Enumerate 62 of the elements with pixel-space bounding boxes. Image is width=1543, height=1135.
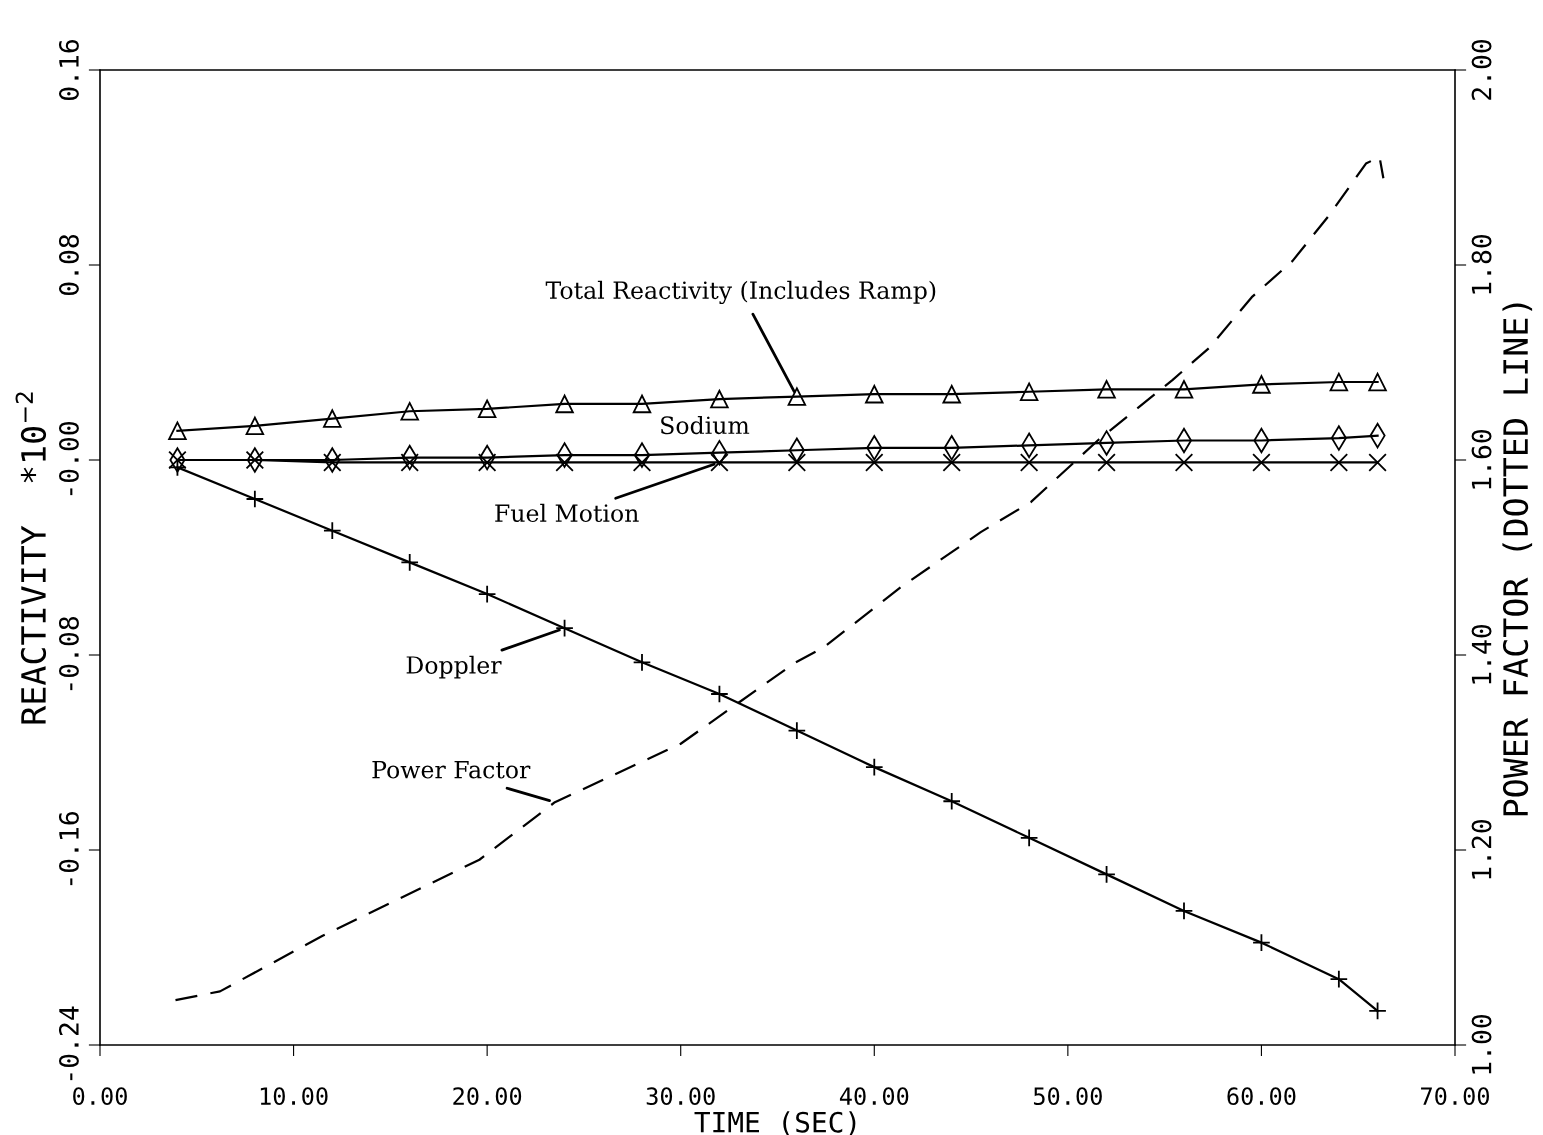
- y-tick-label: -0.24: [58, 1006, 79, 1081]
- point: [942, 453, 961, 472]
- point: [323, 453, 342, 472]
- x-tick-label: 30.00: [646, 1087, 715, 1106]
- y-tick-label: -0.16: [58, 811, 79, 886]
- x-tick-label: 20.00: [453, 1087, 522, 1106]
- point: [942, 792, 961, 811]
- text: Total Reactivity (Includes Ramp): [545, 280, 936, 305]
- point: [1368, 453, 1387, 472]
- point: [477, 453, 497, 472]
- x-tick-label: 10.00: [260, 1087, 328, 1106]
- point: [1252, 375, 1271, 394]
- y2-tick-label: 1.00: [1471, 1014, 1492, 1074]
- x-tick-label: 50.00: [1033, 1087, 1102, 1106]
- y2-tick-label: 2.00: [1471, 39, 1492, 100]
- y-tick-label: -0.00: [58, 421, 79, 496]
- y-axis-title: REACTIVITY *10$^{−2}$: [15, 392, 47, 724]
- point: [400, 453, 419, 472]
- point: [1174, 380, 1194, 399]
- point: [1252, 453, 1271, 472]
- x-tick-label: 60.00: [1227, 1087, 1296, 1106]
- y-tick-label: -0.08: [58, 616, 79, 691]
- y2-axis-title: POWER FACTOR (DOTTED LINE): [1502, 303, 1533, 816]
- point: [555, 394, 574, 414]
- text: Doppler: [406, 655, 502, 679]
- point: [787, 453, 807, 472]
- point: [555, 453, 574, 472]
- point: [168, 421, 187, 440]
- y2-tick-label: 1.80: [1471, 234, 1492, 294]
- x-tick-label: 0.00: [73, 1087, 127, 1106]
- point: [710, 453, 729, 472]
- point: [477, 399, 497, 419]
- point: [787, 721, 807, 740]
- point: [865, 453, 884, 472]
- y2-tick-label: 1.60: [1471, 429, 1492, 489]
- point: [1019, 382, 1039, 401]
- x-tick-label: 40.00: [839, 1087, 909, 1106]
- point: [942, 384, 961, 404]
- point: [1368, 372, 1387, 392]
- point: [1097, 380, 1116, 399]
- series-label: Sodium: [661, 415, 750, 435]
- point: [1329, 372, 1349, 392]
- point: [245, 416, 265, 436]
- point: [1097, 453, 1116, 472]
- point: [710, 389, 729, 409]
- point: [865, 384, 884, 404]
- series-label: Fuel Motion: [495, 503, 639, 523]
- y-tick-label: 0.16: [58, 39, 79, 101]
- y2-tick-label: 1.40: [1471, 624, 1492, 684]
- x-tick-label: 70.00: [1421, 1087, 1490, 1106]
- point: [1329, 453, 1349, 472]
- y2-tick-label: 1.20: [1471, 819, 1492, 879]
- point: [632, 394, 652, 414]
- point: [1174, 453, 1194, 472]
- point: [323, 409, 342, 428]
- point: [1019, 453, 1039, 472]
- point: [787, 387, 807, 406]
- point: [632, 453, 652, 472]
- y-tick-label: 0.08: [58, 234, 79, 296]
- point: [400, 402, 419, 421]
- series-label: Power Factor: [372, 760, 531, 779]
- x-axis-title: TIME (SEC): [694, 1111, 856, 1135]
